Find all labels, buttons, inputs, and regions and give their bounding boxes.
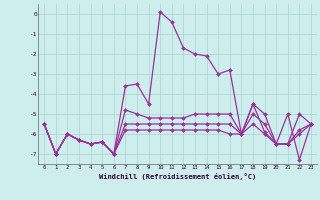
X-axis label: Windchill (Refroidissement éolien,°C): Windchill (Refroidissement éolien,°C) (99, 173, 256, 180)
